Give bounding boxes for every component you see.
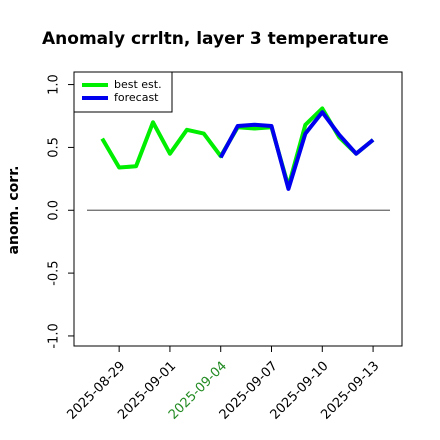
y-tick-label: -1.0 bbox=[47, 323, 62, 348]
chart-title: Anomaly crrltn, layer 3 temperature bbox=[42, 29, 389, 49]
legend-label: best est. bbox=[114, 78, 162, 91]
series-line bbox=[100, 106, 375, 189]
y-tick-label: 0.5 bbox=[47, 137, 62, 158]
legend-label: forecast bbox=[114, 91, 159, 104]
y-tick-label: -0.5 bbox=[47, 260, 62, 285]
y-axis-label: anom. corr. bbox=[6, 166, 22, 255]
y-tick-label: 1.0 bbox=[47, 74, 62, 95]
y-tick-label: 0.0 bbox=[47, 200, 62, 221]
series-line bbox=[218, 110, 375, 191]
legend-box bbox=[73, 71, 173, 113]
plot-frame bbox=[73, 71, 403, 347]
